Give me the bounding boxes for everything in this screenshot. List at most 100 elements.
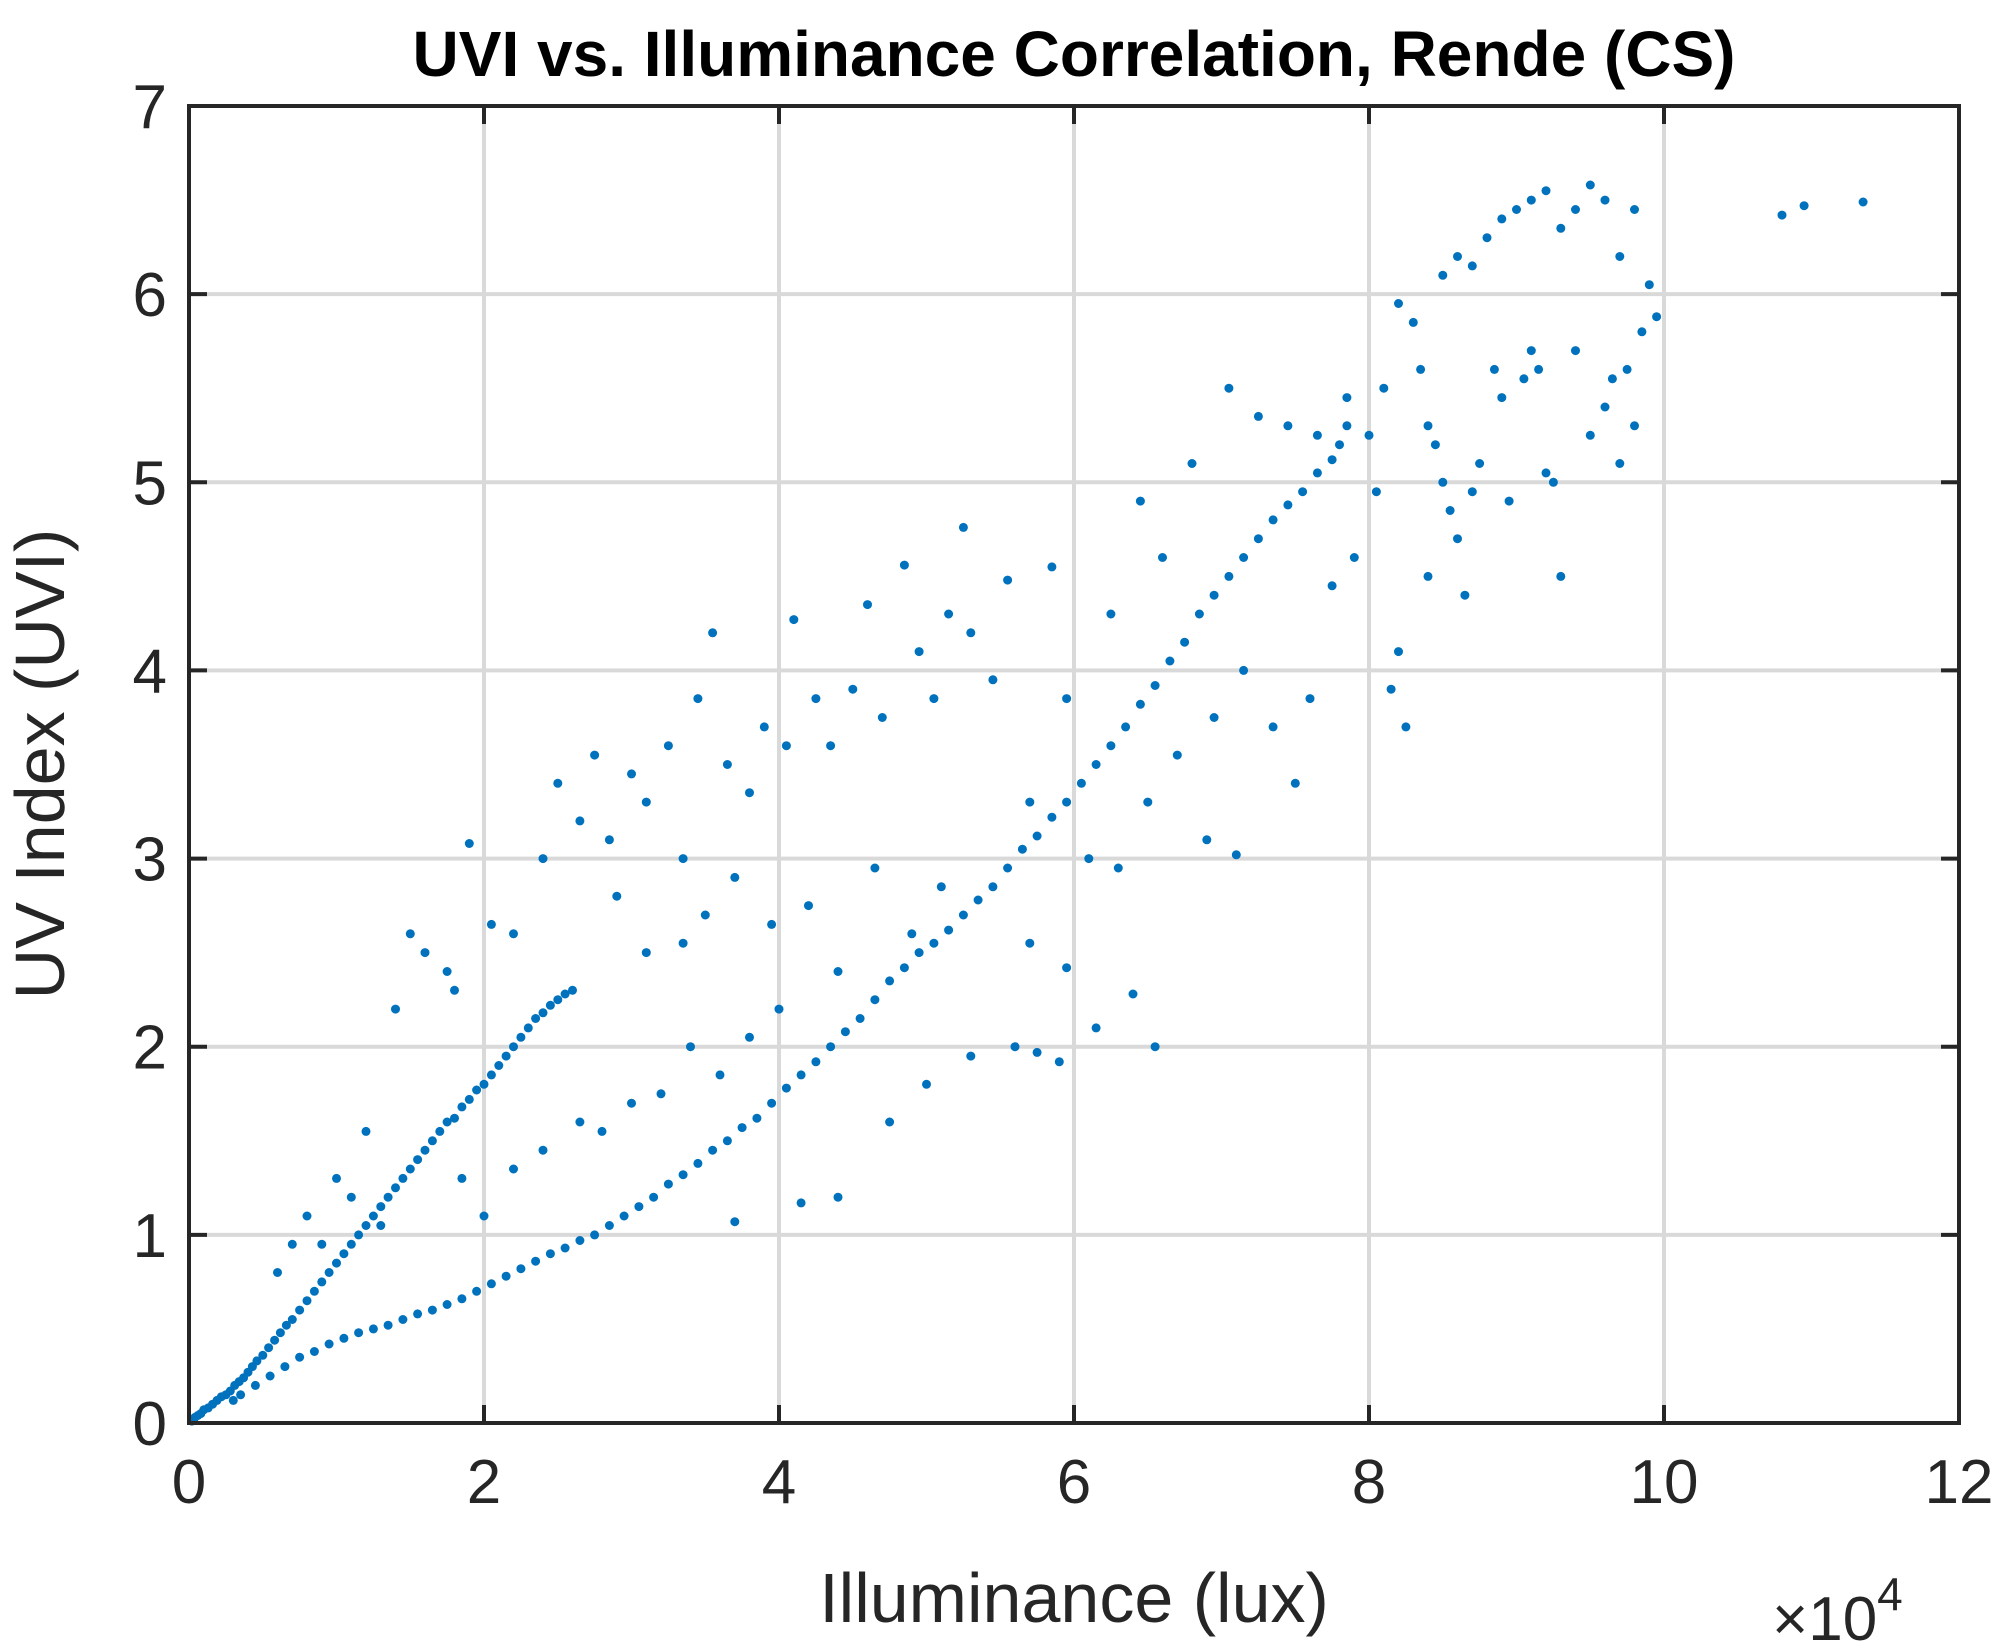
data-point bbox=[1401, 722, 1411, 732]
data-point bbox=[442, 1300, 452, 1309]
data-point bbox=[1394, 647, 1403, 657]
data-point bbox=[450, 1113, 459, 1123]
data-point bbox=[811, 1057, 821, 1067]
x-tick-labels: 0 2 4 6 8 10 12 bbox=[172, 1448, 1994, 1517]
x-tick-label: 2 bbox=[467, 1448, 501, 1517]
data-point bbox=[1453, 252, 1462, 261]
data-point bbox=[250, 1380, 260, 1390]
data-point bbox=[590, 1230, 600, 1240]
data-point bbox=[1497, 214, 1507, 224]
data-point bbox=[516, 1032, 526, 1042]
data-point bbox=[1135, 699, 1145, 709]
data-point bbox=[339, 1333, 349, 1343]
data-point bbox=[1239, 665, 1249, 675]
data-point bbox=[686, 1042, 695, 1052]
data-point bbox=[346, 1239, 356, 1249]
data-point bbox=[457, 1102, 467, 1112]
data-point bbox=[1423, 571, 1433, 581]
data-point bbox=[420, 948, 430, 958]
data-point bbox=[597, 1126, 607, 1136]
data-point bbox=[1637, 327, 1647, 337]
data-point bbox=[531, 1014, 541, 1023]
data-point bbox=[1128, 989, 1138, 999]
data-point bbox=[486, 919, 496, 929]
data-point bbox=[641, 797, 651, 807]
data-point bbox=[877, 713, 887, 722]
data-point bbox=[538, 854, 548, 864]
data-point bbox=[575, 1117, 585, 1127]
data-point bbox=[988, 882, 998, 892]
data-point bbox=[1025, 797, 1035, 807]
data-point bbox=[391, 1004, 400, 1014]
data-point bbox=[302, 1211, 312, 1221]
data-point bbox=[523, 1023, 533, 1033]
data-point bbox=[722, 1136, 732, 1146]
data-point bbox=[914, 647, 924, 657]
y-tick-label: 5 bbox=[133, 449, 167, 518]
data-point bbox=[1556, 223, 1566, 233]
data-point bbox=[501, 1271, 511, 1281]
data-point bbox=[715, 1070, 725, 1080]
data-point bbox=[958, 522, 968, 532]
x-tick-label: 10 bbox=[1630, 1448, 1699, 1517]
data-point bbox=[252, 1356, 262, 1366]
data-point bbox=[1106, 741, 1116, 751]
x-tick-label: 6 bbox=[1057, 1448, 1091, 1517]
x-axis-label: Illuminance (lux) bbox=[819, 1559, 1329, 1637]
data-point bbox=[1467, 261, 1477, 271]
scatter-series bbox=[187, 180, 1868, 1426]
data-point bbox=[885, 976, 895, 986]
data-point bbox=[1615, 459, 1625, 468]
data-point bbox=[1305, 694, 1315, 704]
data-point bbox=[649, 1192, 659, 1202]
data-point bbox=[1445, 506, 1455, 515]
data-point bbox=[1298, 487, 1308, 497]
data-point bbox=[457, 1173, 467, 1183]
data-point bbox=[907, 929, 917, 939]
x-axis-exponent-power: 4 bbox=[1877, 1568, 1903, 1620]
data-point bbox=[1371, 487, 1381, 497]
x-axis-exponent: ×104 bbox=[1772, 1568, 1903, 1648]
data-point bbox=[737, 1123, 747, 1133]
data-point bbox=[1416, 364, 1426, 374]
data-point bbox=[479, 1211, 489, 1221]
data-point bbox=[1150, 681, 1160, 690]
y-tick-label: 0 bbox=[133, 1390, 167, 1459]
data-point bbox=[531, 1256, 541, 1266]
data-point bbox=[1438, 270, 1448, 280]
data-point bbox=[1172, 750, 1182, 760]
data-point bbox=[1025, 938, 1035, 948]
data-point bbox=[553, 778, 563, 788]
data-point bbox=[1475, 459, 1485, 468]
chart-title: UVI vs. Illuminance Correlation, Rende (… bbox=[413, 18, 1736, 90]
data-point bbox=[826, 741, 836, 751]
data-point bbox=[545, 1249, 555, 1259]
axis-ticks bbox=[187, 104, 1961, 1425]
data-point bbox=[1017, 844, 1027, 854]
data-point bbox=[1497, 393, 1507, 403]
data-point bbox=[730, 1217, 740, 1227]
data-point bbox=[398, 1315, 408, 1324]
data-point bbox=[376, 1202, 386, 1212]
data-point bbox=[1349, 553, 1359, 562]
data-point bbox=[1379, 383, 1389, 393]
data-point bbox=[391, 1183, 400, 1193]
grid-lines bbox=[189, 106, 1959, 1423]
data-point bbox=[700, 910, 710, 920]
data-point bbox=[1194, 609, 1204, 619]
data-point bbox=[1047, 812, 1057, 822]
data-point bbox=[1062, 694, 1072, 704]
data-point bbox=[427, 1305, 437, 1315]
data-point bbox=[1430, 440, 1440, 450]
data-point bbox=[1364, 430, 1374, 440]
data-point bbox=[1253, 534, 1263, 544]
data-point bbox=[678, 938, 688, 948]
data-point bbox=[516, 1264, 526, 1274]
data-point bbox=[678, 1170, 688, 1180]
data-point bbox=[627, 1098, 636, 1108]
data-point bbox=[663, 1179, 673, 1189]
data-point bbox=[759, 722, 769, 732]
data-point bbox=[1519, 374, 1529, 384]
data-point bbox=[1143, 797, 1153, 807]
